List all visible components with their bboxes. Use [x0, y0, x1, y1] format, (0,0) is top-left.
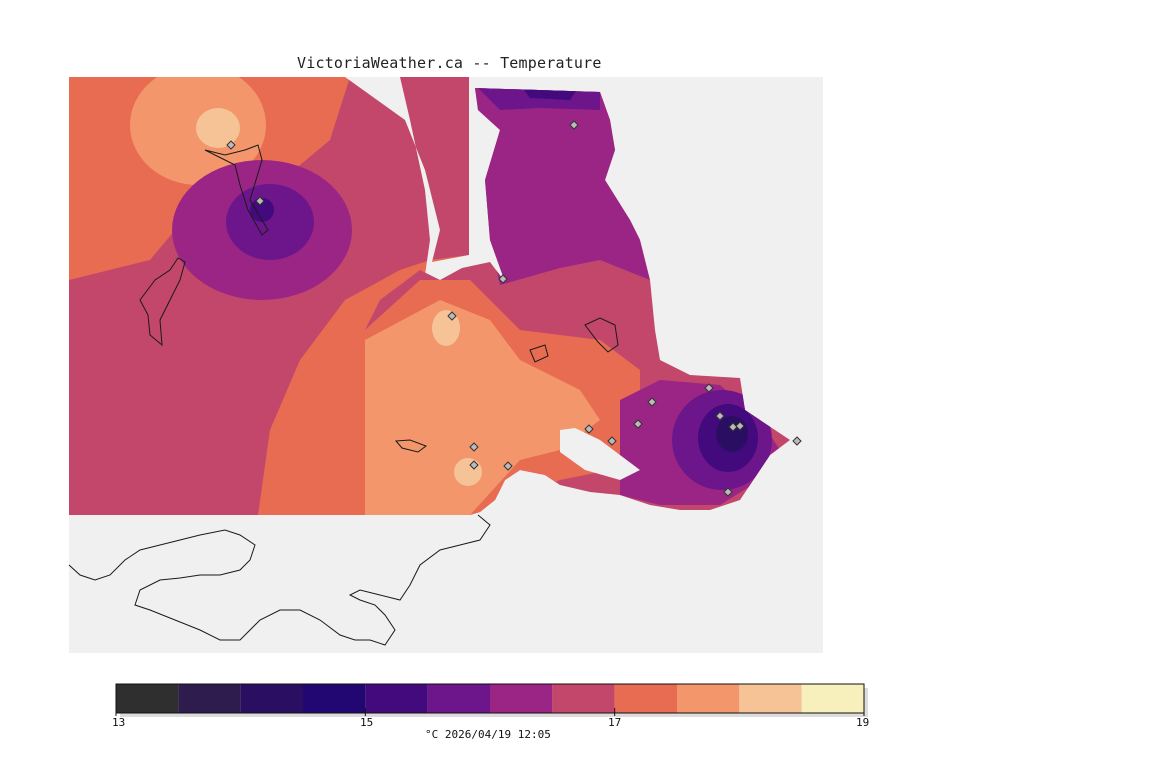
station-marker[interactable] [584, 424, 594, 434]
station-marker[interactable] [255, 196, 265, 206]
legend-bin [490, 684, 553, 713]
station-marker[interactable] [503, 461, 513, 471]
station-marker[interactable] [792, 436, 802, 446]
legend-footer: °C 2026/04/19 12:05 [425, 728, 551, 741]
station-marker[interactable] [715, 411, 725, 421]
station-marker[interactable] [607, 436, 617, 446]
station-marker[interactable] [633, 419, 643, 429]
legend-tick-17: 17 [608, 716, 622, 729]
station-marker[interactable] [498, 274, 508, 284]
station-marker[interactable] [735, 421, 745, 431]
legend-tick-19: 19 [856, 716, 870, 729]
legend-tick-13: 13 [112, 716, 126, 729]
legend-bin [303, 684, 366, 713]
legend-bin [552, 684, 615, 713]
station-markers [226, 120, 802, 497]
legend-bin [677, 684, 740, 713]
coastline-outlines [68, 144, 619, 646]
station-marker[interactable] [647, 397, 657, 407]
map-title: VictoriaWeather.ca -- Temperature [297, 54, 602, 72]
west-temperature-field [69, 77, 469, 515]
legend-bin [739, 684, 802, 713]
station-marker[interactable] [723, 487, 733, 497]
station-marker[interactable] [469, 442, 479, 452]
legend-bin [178, 684, 241, 713]
station-marker[interactable] [704, 383, 714, 393]
legend-bin [116, 684, 179, 713]
legend-bin [240, 684, 303, 713]
station-marker[interactable] [569, 120, 579, 130]
legend-tick-15: 15 [360, 716, 374, 729]
legend-bin [365, 684, 428, 713]
legend-border [115, 683, 865, 714]
legend-bin [614, 684, 677, 713]
station-marker[interactable] [469, 460, 479, 470]
temperature-legend-bar [115, 683, 868, 717]
station-marker[interactable] [447, 311, 457, 321]
legend-bin [427, 684, 490, 713]
harbour-water [560, 428, 640, 480]
legend-bin [801, 684, 864, 713]
station-marker[interactable] [226, 140, 236, 150]
